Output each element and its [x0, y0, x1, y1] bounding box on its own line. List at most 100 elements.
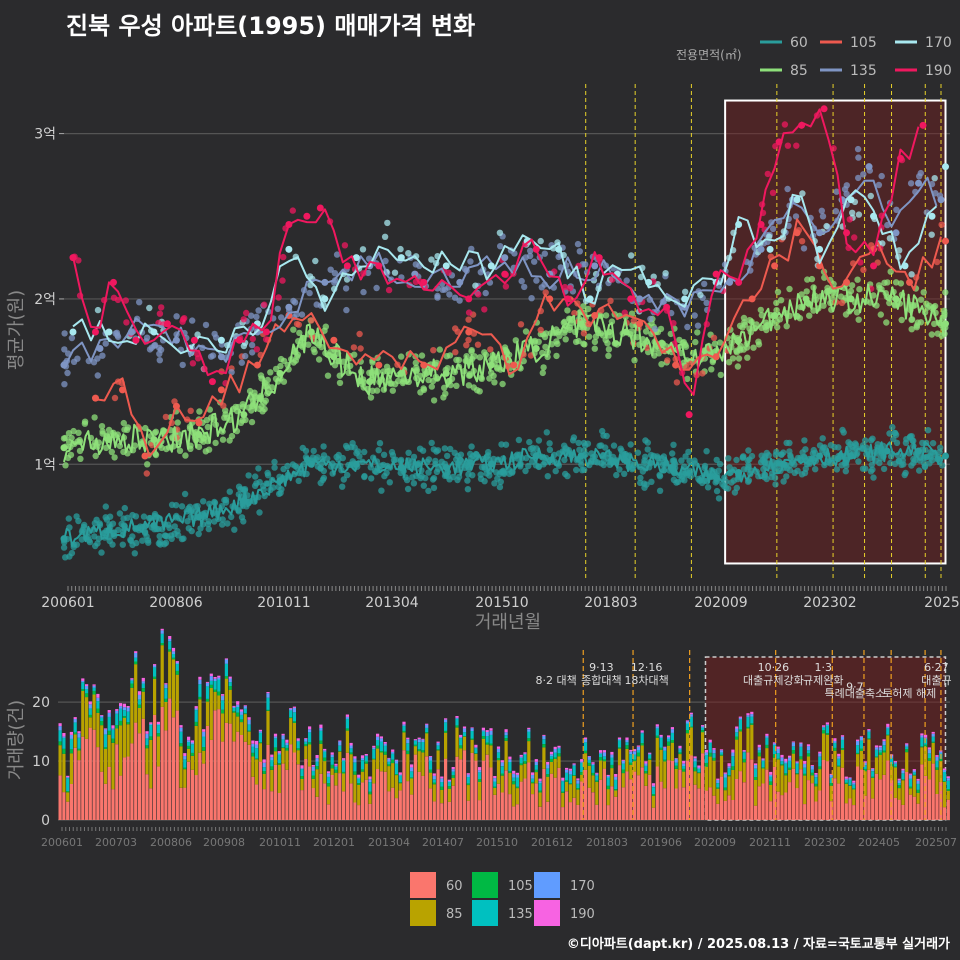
price-point-85 — [539, 369, 546, 377]
price-point-85 — [258, 402, 265, 410]
price-point-60 — [444, 452, 451, 460]
volume-bar-190 — [387, 757, 391, 759]
volume-bar-170 — [939, 751, 943, 754]
price-point-170 — [359, 246, 367, 253]
price-point-60 — [529, 444, 536, 452]
price-point-60 — [380, 461, 387, 469]
price-marker-170 — [352, 254, 360, 262]
volume-bar-170 — [187, 740, 191, 742]
price-point-135 — [875, 181, 883, 189]
volume-bar-170 — [466, 774, 470, 777]
volume-bar-85 — [946, 790, 950, 800]
price-point-85 — [684, 375, 691, 383]
volume-bar-105 — [183, 767, 187, 770]
volume-bar-105 — [602, 759, 606, 762]
volume-bar-190 — [258, 729, 262, 732]
volume-bar-85 — [746, 728, 750, 753]
volume-bar-190 — [795, 761, 799, 763]
volume-bar-190 — [459, 734, 463, 737]
price-point-60 — [929, 457, 936, 464]
volume-bar-135 — [512, 777, 516, 782]
volume-annotation: 규제완화 — [803, 674, 843, 687]
volume-bar-190 — [326, 771, 331, 774]
volume-bar-85 — [561, 792, 565, 807]
price-point-60 — [562, 470, 569, 478]
price-point-135 — [327, 266, 334, 273]
price-marker-135 — [127, 328, 135, 336]
volume-bar-105 — [496, 758, 501, 761]
volume-bar-170 — [413, 739, 417, 741]
volume-bar-60 — [304, 759, 308, 820]
volume-bar-135 — [190, 744, 194, 753]
volume-bar-190 — [599, 750, 603, 753]
volume-bar-170 — [727, 766, 731, 769]
price-marker-190 — [775, 138, 783, 146]
price-point-105 — [452, 349, 459, 356]
price-point-135 — [151, 341, 159, 349]
volume-bar-85 — [478, 782, 482, 801]
price-marker-135 — [172, 336, 180, 344]
volume-bar-105 — [769, 781, 773, 785]
volume-bar-190 — [648, 752, 652, 754]
volume-bar-170 — [326, 773, 331, 777]
volume-bar-85 — [258, 743, 262, 762]
volume-bar-60 — [912, 796, 916, 820]
volume-bar-60 — [617, 765, 622, 820]
volume-bar-60 — [780, 795, 784, 820]
volume-bar-105 — [742, 758, 746, 763]
price-point-85 — [277, 362, 284, 370]
volume-bar-135 — [565, 772, 569, 781]
price-point-135 — [467, 258, 474, 265]
volume-bar-170 — [451, 769, 455, 772]
volume-bar-105 — [160, 643, 164, 646]
price-point-170 — [766, 233, 773, 240]
volume-bar-60 — [689, 755, 693, 820]
volume-x-tick-label: 201906 — [640, 836, 682, 849]
volume-bar-190 — [247, 717, 251, 720]
volume-bar-135 — [447, 782, 451, 787]
price-point-85 — [572, 338, 580, 346]
volume-bar-190 — [239, 709, 244, 712]
price-point-60 — [219, 521, 226, 528]
volume-bar-170 — [685, 721, 690, 724]
price-x-tick-label: 201510 — [475, 595, 528, 611]
volume-bar-170 — [85, 686, 89, 689]
price-marker-190 — [285, 221, 293, 229]
price-point-170 — [650, 273, 657, 280]
price-legend-label-105: 105 — [850, 35, 877, 51]
price-marker-190 — [109, 278, 117, 286]
price-point-135 — [228, 369, 235, 376]
volume-bar-135 — [833, 742, 837, 748]
volume-bar-105 — [187, 745, 191, 749]
volume-bar-170 — [784, 761, 788, 764]
volume-bar-170 — [130, 679, 134, 681]
volume-bar-170 — [137, 694, 142, 700]
price-point-60 — [106, 537, 113, 545]
price-point-85 — [585, 333, 593, 340]
price-x-tick-label: 200806 — [149, 595, 203, 611]
volume-bar-190 — [776, 746, 780, 749]
price-marker-105 — [330, 336, 338, 344]
volume-bar-60 — [179, 787, 183, 820]
price-point-60 — [102, 503, 110, 510]
volume-bar-60 — [168, 698, 172, 820]
price-point-190 — [385, 286, 393, 294]
volume-bar-170 — [470, 728, 474, 731]
volume-bar-170 — [194, 708, 198, 711]
price-point-190 — [158, 304, 165, 311]
volume-bar-85 — [122, 718, 126, 758]
volume-bar-170 — [224, 659, 228, 664]
price-marker-105 — [636, 320, 644, 328]
volume-bar-190 — [383, 742, 387, 744]
volume-bar-190 — [731, 749, 735, 753]
price-point-60 — [546, 446, 554, 453]
price-point-85 — [716, 339, 724, 346]
price-point-85 — [783, 323, 790, 330]
price-point-105 — [664, 357, 671, 364]
price-marker-170 — [397, 254, 405, 262]
volume-bar-85 — [462, 736, 467, 751]
volume-bar-135 — [810, 769, 814, 773]
volume-bar-190 — [440, 776, 444, 779]
price-point-60 — [546, 440, 553, 447]
volume-bar-60 — [553, 777, 557, 820]
